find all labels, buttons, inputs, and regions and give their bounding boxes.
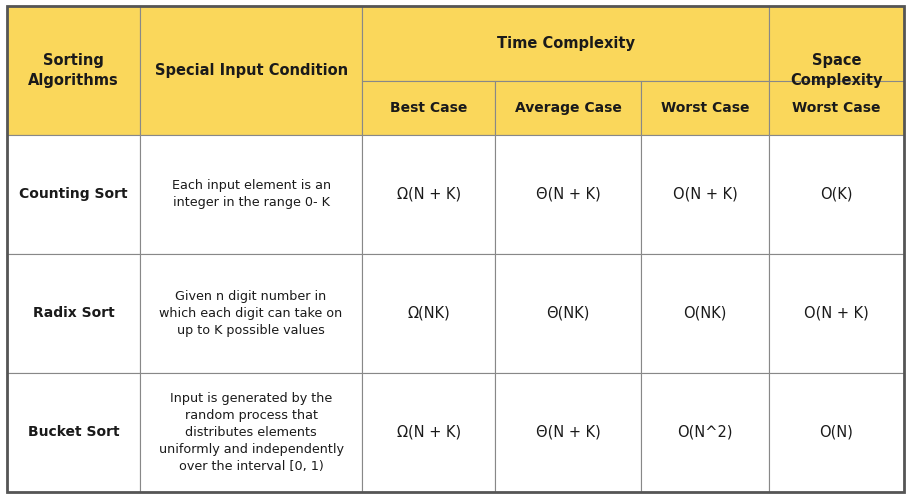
Bar	[7, 254, 140, 373]
Bar	[641, 81, 769, 135]
Text: Bucket Sort: Bucket Sort	[28, 426, 119, 439]
Text: Given n digit number in
which each digit can take on
up to K possible values: Given n digit number in which each digit…	[159, 290, 343, 337]
Text: Average Case: Average Case	[515, 101, 621, 115]
Bar	[363, 81, 495, 135]
Text: Ω(N + K): Ω(N + K)	[396, 187, 461, 202]
Bar	[140, 373, 363, 492]
Bar	[495, 81, 641, 135]
Text: Ω(NK): Ω(NK)	[407, 306, 450, 321]
Text: Each input element is an
integer in the range 0- K: Each input element is an integer in the …	[171, 180, 331, 209]
Text: Worst Case: Worst Case	[793, 101, 881, 115]
Text: O(NK): O(NK)	[683, 306, 727, 321]
Text: Input is generated by the
random process that
distributes elements
uniformly and: Input is generated by the random process…	[159, 392, 343, 473]
Text: O(N + K): O(N + K)	[673, 187, 738, 202]
Bar	[363, 373, 495, 492]
Bar	[769, 254, 904, 373]
Bar	[363, 135, 495, 254]
Bar	[140, 254, 363, 373]
Text: Time Complexity: Time Complexity	[496, 36, 635, 51]
Bar	[769, 135, 904, 254]
Text: Space
Complexity: Space Complexity	[790, 53, 883, 88]
Bar	[495, 254, 641, 373]
Bar	[641, 373, 769, 492]
Bar	[641, 135, 769, 254]
Bar	[363, 254, 495, 373]
Text: Radix Sort: Radix Sort	[33, 307, 115, 320]
Text: O(K): O(K)	[820, 187, 853, 202]
Text: Best Case: Best Case	[390, 101, 467, 115]
Text: Θ(NK): Θ(NK)	[547, 306, 589, 321]
Bar	[769, 81, 904, 135]
Bar	[140, 6, 363, 135]
Text: Θ(N + K): Θ(N + K)	[536, 425, 600, 440]
Bar	[769, 373, 904, 492]
Text: O(N^2): O(N^2)	[678, 425, 733, 440]
Bar	[7, 373, 140, 492]
Text: O(N + K): O(N + K)	[804, 306, 869, 321]
Bar	[7, 135, 140, 254]
Bar	[363, 6, 769, 81]
Bar	[641, 254, 769, 373]
Text: Sorting
Algorithms: Sorting Algorithms	[28, 53, 119, 88]
Bar	[7, 6, 140, 135]
Bar	[769, 6, 904, 135]
Text: Special Input Condition: Special Input Condition	[155, 63, 348, 78]
Bar	[495, 135, 641, 254]
Bar	[495, 373, 641, 492]
Bar	[140, 135, 363, 254]
Text: O(N): O(N)	[820, 425, 854, 440]
Text: Counting Sort: Counting Sort	[19, 187, 128, 201]
Text: Θ(N + K): Θ(N + K)	[536, 187, 600, 202]
Text: Worst Case: Worst Case	[660, 101, 750, 115]
Text: Ω(N + K): Ω(N + K)	[396, 425, 461, 440]
